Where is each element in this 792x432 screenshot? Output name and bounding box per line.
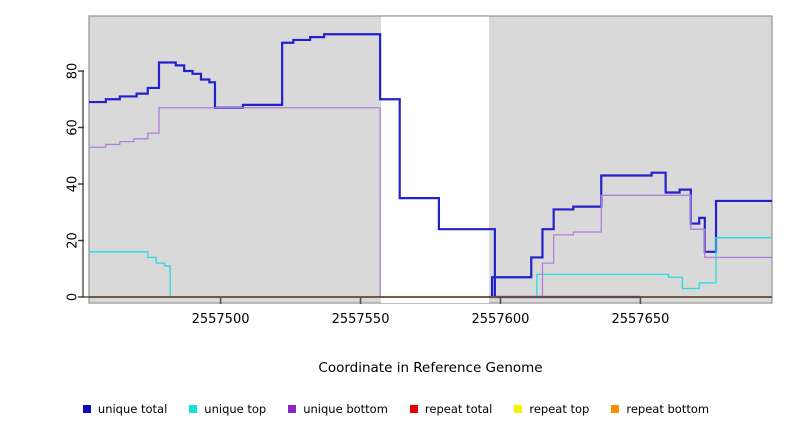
legend-swatch-icon bbox=[288, 405, 297, 413]
series-line-unique-top-right bbox=[489, 237, 772, 298]
legend-label: unique total bbox=[97, 402, 168, 416]
y-tick-label: 20 bbox=[66, 232, 81, 249]
legend-item-unique-bottom[interactable]: unique bottom bbox=[288, 402, 388, 416]
series-line-unique-total bbox=[89, 33, 641, 299]
legend-label: repeat top bbox=[529, 402, 590, 416]
legend-swatch-icon bbox=[82, 405, 91, 413]
no-data-gap-region bbox=[381, 16, 489, 303]
legend-item-repeat-top[interactable]: repeat top bbox=[514, 402, 589, 416]
legend-swatch-icon bbox=[611, 405, 620, 413]
x-tick-label: 2557550 bbox=[332, 312, 390, 327]
legend-label: repeat total bbox=[424, 402, 493, 416]
series-line-unique-total-right bbox=[489, 171, 772, 299]
series-line-unique-bottom-right bbox=[489, 194, 772, 298]
legend-label: unique bottom bbox=[303, 402, 388, 416]
x-tick-label: 2557600 bbox=[472, 312, 530, 327]
x-axis-label: Coordinate in Reference Genome bbox=[318, 360, 543, 376]
legend-item-unique-total[interactable]: unique total bbox=[82, 402, 168, 416]
legend-item-repeat-total[interactable]: repeat total bbox=[409, 402, 493, 416]
chart-legend: unique total unique top unique bottom repea… bbox=[0, 398, 792, 420]
x-tick-labels: 2557500 2557550 2557600 2557650 bbox=[192, 312, 670, 327]
legend-swatch-icon bbox=[409, 405, 418, 413]
tick-layer bbox=[78, 70, 642, 304]
y-axis-label-wrap: Read Coverage Depth bbox=[0, 80, 105, 100]
y-tick-label: 80 bbox=[66, 63, 81, 80]
y-tick-label: 40 bbox=[66, 176, 81, 193]
series-line-unique-bottom bbox=[89, 107, 389, 298]
y-tick-labels: 0 20 40 60 80 bbox=[66, 63, 81, 301]
legend-label: repeat bottom bbox=[626, 402, 710, 416]
legend-item-repeat-bottom[interactable]: repeat bottom bbox=[611, 402, 709, 416]
legend-item-unique-top[interactable]: unique top bbox=[189, 402, 266, 416]
x-tick-label: 2557650 bbox=[611, 312, 669, 327]
x-tick-label: 2557500 bbox=[192, 312, 250, 327]
legend-swatch-icon bbox=[514, 405, 523, 413]
y-tick-label: 0 bbox=[66, 293, 81, 301]
series-line-unique-top bbox=[89, 251, 378, 298]
legend-swatch-icon bbox=[189, 405, 198, 413]
y-tick-label: 60 bbox=[66, 119, 81, 136]
legend-label: unique top bbox=[204, 402, 267, 416]
